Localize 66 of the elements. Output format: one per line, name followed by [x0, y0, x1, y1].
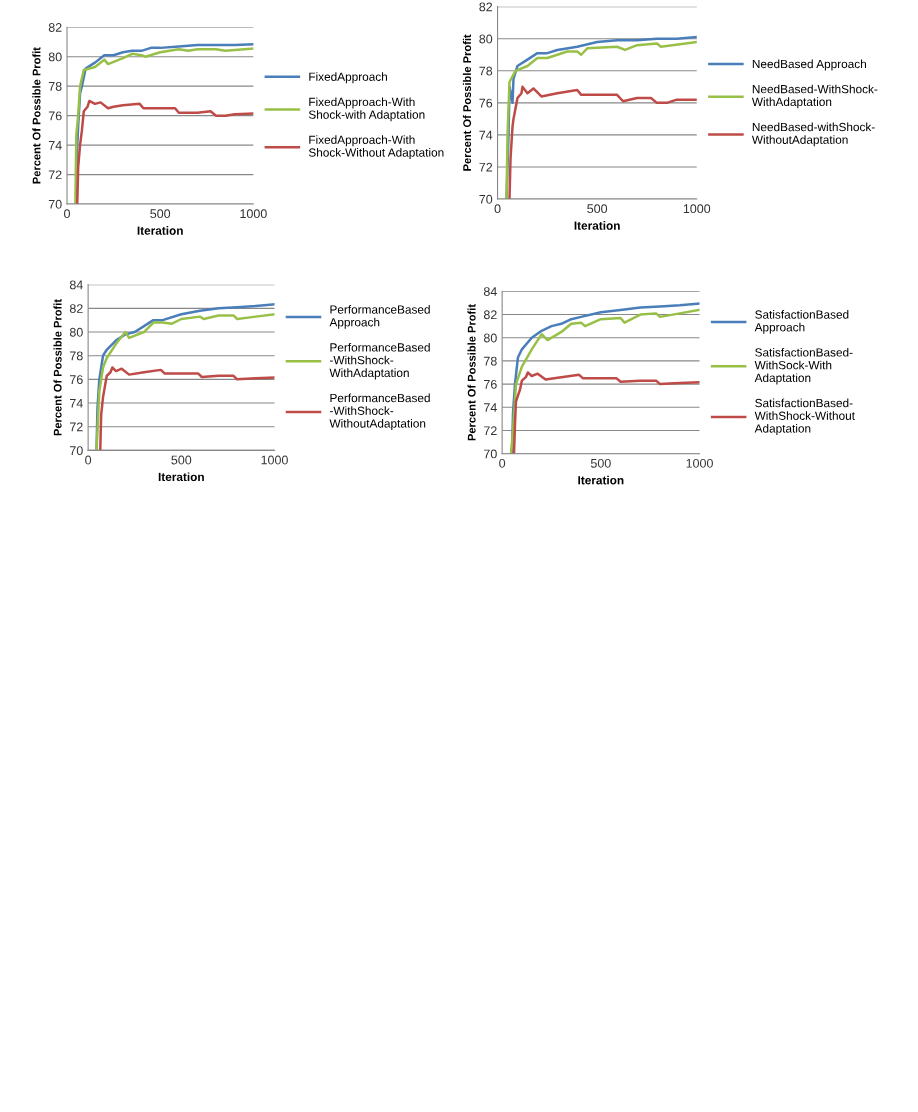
- y-tick-label: 78: [70, 351, 83, 361]
- y-tick-label: 76: [48, 111, 62, 121]
- legend-label: PerformanceBased -WithShock- WithoutAdaptation: [329, 393, 430, 430]
- x-axis-title: Iteration: [574, 221, 620, 230]
- legend-label: FixedApproach: [309, 72, 387, 84]
- x-axis-title: Iteration: [137, 226, 183, 235]
- y-tick-label: 84: [483, 287, 497, 296]
- y-tick-label: 78: [484, 356, 497, 366]
- y-tick-label: 80: [48, 52, 62, 62]
- y-tick-label: 70: [70, 446, 83, 456]
- legend-label: SatisfactionBased Approach: [754, 310, 849, 334]
- y-tick-label: 80: [69, 327, 83, 337]
- y-axis-title: Percent Of Possible Profit: [32, 47, 41, 184]
- y-tick-label: 78: [48, 81, 62, 91]
- x-axis-title: Iteration: [578, 475, 624, 485]
- x-tick-label: 1000: [261, 455, 288, 465]
- legend-label: NeedBased Approach: [752, 59, 866, 71]
- line-series: [76, 99, 254, 205]
- y-tick-label: 80: [483, 333, 497, 343]
- legend-label: PerformanceBased Approach: [329, 305, 430, 329]
- legend-label: PerformanceBased -WithShock- WithAdaptation: [329, 342, 430, 380]
- y-axis-title: Percent Of Possible Profit: [467, 304, 476, 441]
- x-tick-label: 500: [171, 455, 192, 465]
- y-tick-label: 76: [70, 375, 83, 384]
- y-tick-label: 76: [484, 379, 497, 389]
- x-tick-label: 0: [494, 204, 501, 214]
- y-tick-label: 82: [479, 2, 493, 12]
- y-tick-label: 74: [479, 130, 493, 140]
- line-series: [98, 366, 275, 451]
- y-tick-label: 80: [479, 34, 493, 44]
- x-tick-label: 1000: [683, 204, 711, 214]
- y-tick-label: 72: [70, 422, 83, 432]
- line-series: [508, 85, 697, 200]
- x-tick-label: 0: [499, 458, 506, 468]
- x-tick-label: 500: [587, 204, 608, 214]
- legend-label: FixedApproach-With Shock-with Adaptation: [308, 97, 425, 122]
- legend-label: SatisfactionBased- WithShock-Without Adaptation: [754, 398, 855, 435]
- legend-label: FixedApproach-With Shock-Without Adaptation: [308, 135, 444, 160]
- x-tick-label: 0: [64, 209, 70, 219]
- x-tick-label: 1000: [240, 209, 267, 219]
- y-tick-label: 84: [69, 280, 83, 290]
- y-tick-label: 74: [484, 403, 497, 412]
- y-tick-label: 70: [479, 194, 493, 204]
- y-tick-label: 74: [48, 141, 62, 150]
- y-tick-label: 74: [70, 398, 83, 408]
- y-tick-label: 72: [479, 162, 493, 172]
- y-tick-label: 78: [479, 66, 493, 76]
- y-axis-title: Percent Of Possible Profit: [53, 299, 62, 436]
- y-tick-label: 82: [48, 23, 62, 32]
- y-tick-label: 70: [484, 449, 497, 459]
- legend-label: SatisfactionBased- WithSock-With Adaptation: [754, 347, 853, 385]
- y-axis-title: Percent Of Possible Profit: [462, 34, 472, 171]
- y-tick-label: 70: [48, 199, 62, 209]
- x-tick-label: 500: [590, 458, 611, 468]
- legend-label: NeedBased-WithShock- WithAdaptation: [751, 84, 878, 109]
- x-tick-label: 1000: [686, 458, 713, 468]
- x-axis-title: Iteration: [158, 472, 204, 482]
- y-tick-label: 76: [479, 98, 493, 108]
- x-tick-label: 500: [150, 209, 171, 219]
- y-tick-label: 72: [484, 426, 497, 436]
- y-tick-label: 72: [48, 170, 62, 180]
- legend-label: NeedBased-withShock- WithoutAdaptation: [751, 122, 875, 147]
- line-series: [512, 371, 700, 454]
- y-tick-label: 82: [69, 304, 83, 313]
- y-tick-label: 82: [483, 310, 497, 320]
- x-tick-label: 0: [85, 455, 92, 465]
